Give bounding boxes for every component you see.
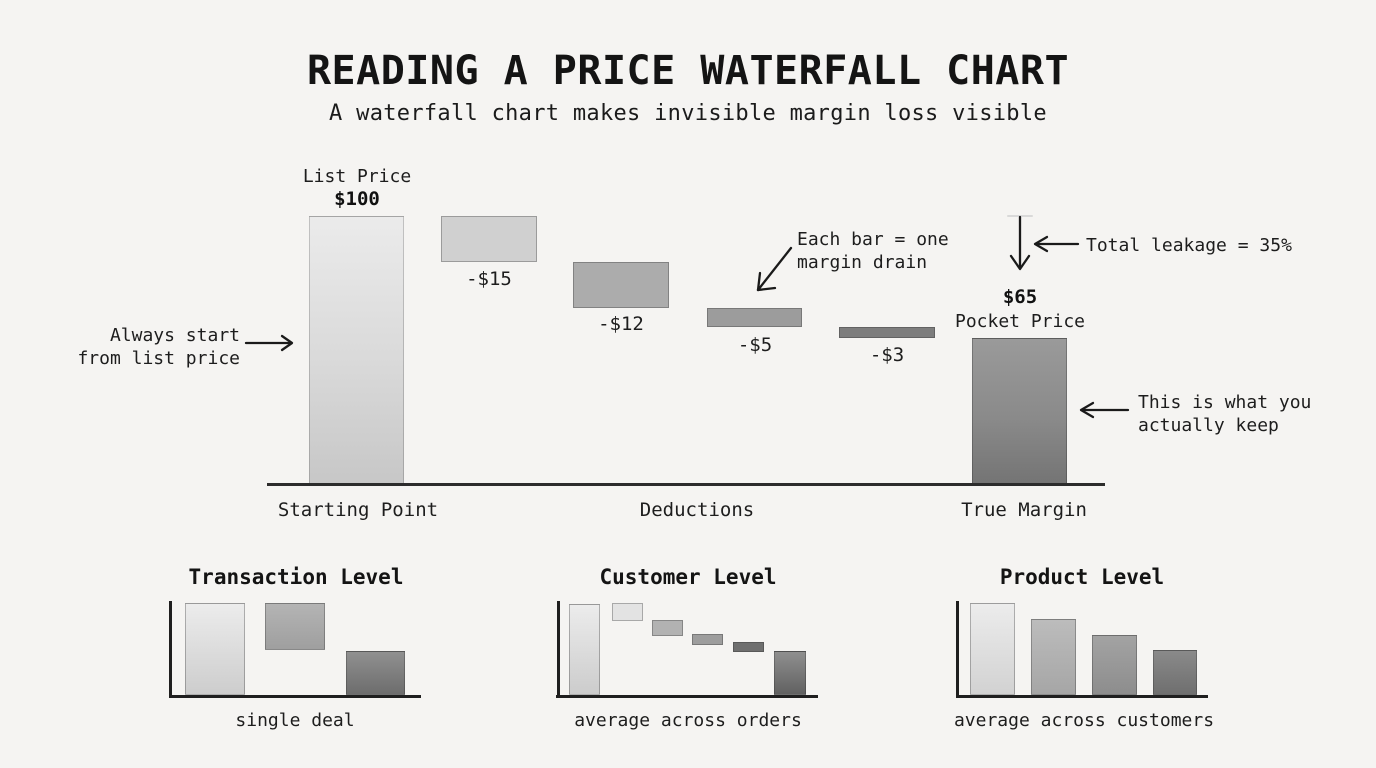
mini-bar-product-1 — [970, 603, 1015, 695]
page-subtitle: A waterfall chart makes invisible margin… — [329, 101, 1047, 126]
x-axis-line — [267, 483, 1105, 486]
axis-label-deductions: Deductions — [639, 499, 755, 521]
mini-y-axis-product — [956, 601, 959, 698]
mini-title-product: Product Level — [999, 565, 1165, 589]
mini-bar-transaction-end — [346, 651, 405, 695]
arrow-right-icon — [244, 334, 294, 352]
annotation-always-start-line2: from list price — [77, 348, 240, 369]
arrow-left-keep-icon — [1079, 401, 1130, 419]
arrow-down-icon — [1007, 215, 1033, 271]
deduction-4-label: -$3 — [869, 344, 905, 366]
deduction-1-label: -$15 — [466, 268, 512, 290]
mini-x-axis-customer — [556, 695, 818, 698]
annotation-always-start-line1: Always start — [109, 325, 240, 346]
page-title: READING A PRICE WATERFALL CHART — [306, 48, 1070, 94]
annotation-keep-line1: This is what you — [1138, 392, 1312, 413]
deduction-3-label: -$5 — [737, 334, 773, 356]
mini-title-transaction: Transaction Level — [188, 565, 404, 589]
mini-bar-customer-start — [569, 604, 600, 695]
annotation-total-leakage: Total leakage = 35% — [1086, 235, 1292, 256]
mini-caption-customer: average across orders — [574, 710, 802, 731]
mini-bar-product-2 — [1031, 619, 1076, 695]
bar-deduction-4 — [839, 327, 935, 338]
bar-pocket-price — [972, 338, 1067, 485]
bar-list-price — [309, 216, 404, 485]
bar-deduction-3 — [707, 308, 802, 327]
pocket-price-label: Pocket Price — [954, 311, 1086, 332]
axis-label-true-margin: True Margin — [961, 499, 1087, 521]
deduction-2-label: -$12 — [598, 313, 644, 335]
annotation-keep-line2: actually keep — [1138, 415, 1279, 436]
mini-caption-product: average across customers — [953, 710, 1215, 731]
annotation-each-bar-line2: margin drain — [797, 252, 928, 273]
mini-title-customer: Customer Level — [599, 565, 777, 589]
mini-bar-customer-drop-4 — [733, 642, 764, 652]
arrow-diagonal-down-left-icon — [756, 246, 793, 292]
bar-deduction-2 — [573, 262, 669, 308]
mini-bar-product-4 — [1153, 650, 1197, 695]
mini-bar-customer-drop-2 — [652, 620, 683, 636]
mini-bar-transaction-drop — [265, 603, 325, 650]
mini-bar-customer-end — [774, 651, 806, 695]
mini-x-axis-transaction — [169, 695, 421, 698]
list-price-value: $100 — [334, 188, 380, 210]
mini-y-axis-transaction — [169, 601, 172, 698]
arrow-left-leakage-icon — [1033, 235, 1080, 253]
bar-deduction-1 — [441, 216, 537, 262]
mini-bar-customer-drop-1 — [612, 603, 643, 621]
mini-y-axis-customer — [557, 601, 560, 698]
annotation-each-bar-line1: Each bar = one — [797, 229, 949, 250]
list-price-label: List Price — [302, 166, 412, 187]
mini-bar-customer-drop-3 — [692, 634, 723, 645]
mini-x-axis-product — [956, 695, 1208, 698]
pocket-price-value: $65 — [1002, 286, 1038, 308]
mini-bar-transaction-start — [185, 603, 245, 695]
axis-label-starting-point: Starting Point — [277, 499, 439, 521]
mini-bar-product-3 — [1092, 635, 1137, 695]
mini-caption-transaction: single deal — [235, 710, 355, 731]
